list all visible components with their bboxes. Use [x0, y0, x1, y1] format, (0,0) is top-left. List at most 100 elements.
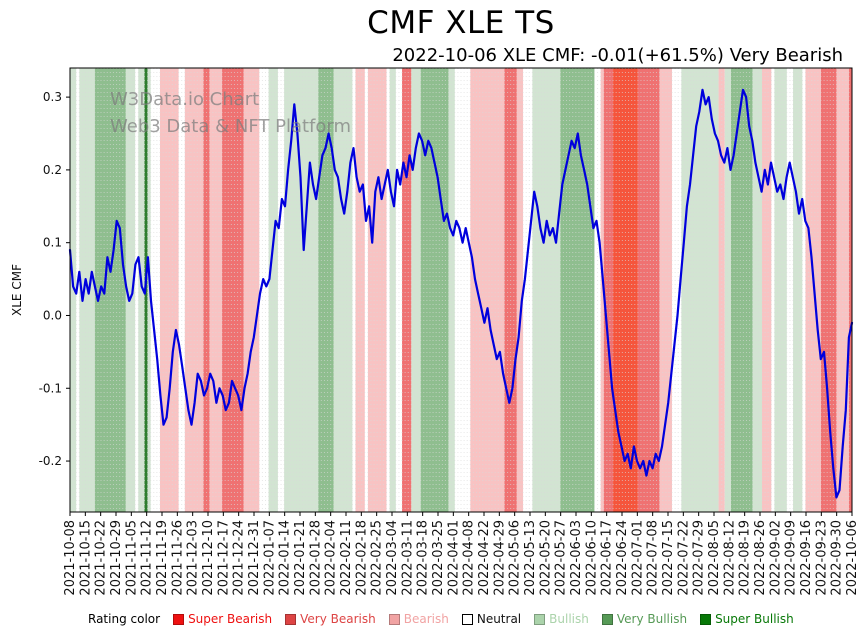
- x-tick-label: 2022-06-03: [569, 520, 584, 596]
- very-bearish-swatch-icon: [285, 613, 297, 625]
- rating-legend: Rating color Super Bearish Very Bearish Bea…: [88, 612, 794, 626]
- rating-band-bearish: [718, 68, 725, 512]
- rating-band-very_bullish: [730, 68, 753, 512]
- bearish-swatch-icon: [388, 613, 400, 625]
- x-tick-label: 2022-08-12: [722, 520, 737, 596]
- x-tick-label: 2021-12-31: [247, 520, 262, 596]
- very-bearish-label: Very Bearish: [300, 612, 376, 626]
- plot-border: [69, 67, 853, 513]
- rating-band-bullish: [752, 68, 763, 512]
- rating-band-very_bearish: [203, 68, 210, 512]
- cmf-line: [68, 88, 854, 499]
- rating-band-bearish: [243, 68, 260, 512]
- x-tick-label: 2022-08-19: [738, 520, 753, 596]
- bullish-label: Bullish: [549, 612, 589, 626]
- x-tick-label: 2022-05-27: [554, 520, 569, 596]
- y-tick-label: 0.2: [43, 163, 62, 177]
- rating-band-bearish: [209, 68, 223, 512]
- x-tick-label: 2021-12-24: [232, 520, 247, 596]
- x-tick-label: 2022-05-06: [508, 520, 523, 596]
- x-tick-label: 2022-03-04: [385, 520, 400, 596]
- rating-band-bullish: [724, 68, 731, 512]
- x-tick-label: 2021-11-12: [140, 520, 155, 596]
- x-tick-label: 2021-10-15: [78, 520, 93, 596]
- rating-band-bullish: [448, 68, 455, 512]
- rating-band-bullish: [681, 68, 719, 512]
- x-tick-label: 2022-06-10: [584, 520, 599, 596]
- x-tick-label: 2022-07-15: [661, 520, 676, 596]
- x-tick-label: 2022-08-26: [753, 520, 768, 596]
- rating-band-very_bearish: [222, 68, 244, 512]
- x-tick-label: 2022-07-29: [692, 520, 707, 596]
- x-tick-label: 2022-02-25: [370, 520, 385, 596]
- x-tick-label: 2022-09-02: [768, 520, 783, 596]
- x-tick-label: 2022-08-05: [707, 520, 722, 596]
- y-tick-label: 0.0: [43, 309, 62, 323]
- x-tick-label: 2022-04-29: [492, 520, 507, 596]
- rating-band-very_bearish: [848, 68, 852, 512]
- rating-band-very_bearish: [402, 68, 412, 512]
- bearish-label: Bearish: [403, 612, 449, 626]
- x-tick-label: 2022-02-04: [324, 520, 339, 596]
- legend-title: Rating color: [88, 612, 161, 626]
- super-bearish-label: Super Bearish: [188, 612, 273, 626]
- x-tick-label: 2022-06-24: [615, 520, 630, 596]
- rating-band-bearish: [470, 68, 505, 512]
- x-tick-label: 2021-11-26: [170, 520, 185, 596]
- x-tick-label: 2022-10-06: [845, 520, 860, 596]
- legend-item-super-bullish: Super Bullish: [700, 612, 794, 626]
- x-tick-label: 2022-04-08: [462, 520, 477, 596]
- rating-band-very_bearish: [637, 68, 660, 512]
- rating-band-very_bearish: [820, 68, 837, 512]
- rating-band-bearish: [184, 68, 204, 512]
- x-tick-label: 2022-07-22: [676, 520, 691, 596]
- y-tick-label: -0.2: [39, 454, 62, 468]
- rating-band-very_bearish: [504, 68, 517, 512]
- rating-band-bullish: [793, 68, 803, 512]
- x-tick-label: 2022-04-01: [446, 520, 461, 596]
- rating-band-bullish: [125, 68, 136, 512]
- rating-band-very_bullish: [560, 68, 595, 512]
- x-tick-label: 2022-03-25: [431, 520, 446, 596]
- rating-band-bullish: [333, 68, 353, 512]
- x-tick-label: 2022-01-07: [262, 520, 277, 596]
- rating-band-bullish: [774, 68, 787, 512]
- rating-band-bearish: [762, 68, 772, 512]
- x-tick-label: 2021-10-22: [94, 520, 109, 596]
- rating-band-bullish: [284, 68, 319, 512]
- rating-band-very_bullish: [318, 68, 334, 512]
- very-bullish-label: Very Bullish: [616, 612, 688, 626]
- x-tick-label: 2022-01-21: [293, 520, 308, 596]
- y-tick-label: -0.1: [39, 381, 62, 395]
- y-tick-label: 0.1: [43, 236, 62, 250]
- rating-band-very_bearish: [603, 68, 614, 512]
- rating-band-bullish: [138, 68, 145, 512]
- rating-band-bullish: [389, 68, 396, 512]
- x-tick-label: 2022-05-20: [538, 520, 553, 596]
- x-tick-label: 2022-09-30: [830, 520, 845, 596]
- legend-item-very-bullish: Very Bullish: [601, 612, 688, 626]
- legend-item-bearish: Bearish: [388, 612, 449, 626]
- rating-band-bearish: [367, 68, 387, 512]
- bullish-swatch-icon: [534, 613, 546, 625]
- y-axis-label: XLE CMF: [10, 264, 24, 316]
- x-tick-label: 2021-10-29: [109, 520, 124, 596]
- rating-band-bearish: [355, 68, 365, 512]
- x-tick-label: 2021-10-08: [63, 520, 78, 596]
- x-tick-label: 2022-05-13: [523, 520, 538, 596]
- x-tick-label: 2022-03-11: [400, 520, 415, 596]
- x-tick-label: 2021-11-19: [155, 520, 170, 596]
- super-bullish-swatch-icon: [700, 613, 712, 625]
- x-tick-label: 2022-02-18: [354, 520, 369, 596]
- x-tick-label: 2022-07-08: [646, 520, 661, 596]
- rating-band-bullish: [532, 68, 561, 512]
- x-tick-label: 2022-02-11: [339, 520, 354, 596]
- x-tick-label: 2022-09-23: [814, 520, 829, 596]
- rating-band-bearish: [600, 68, 604, 512]
- rating-band-bullish: [411, 68, 421, 512]
- legend-item-neutral: Neutral: [461, 612, 522, 626]
- x-tick-label: 2021-12-17: [216, 520, 231, 596]
- neutral-label: Neutral: [476, 612, 522, 626]
